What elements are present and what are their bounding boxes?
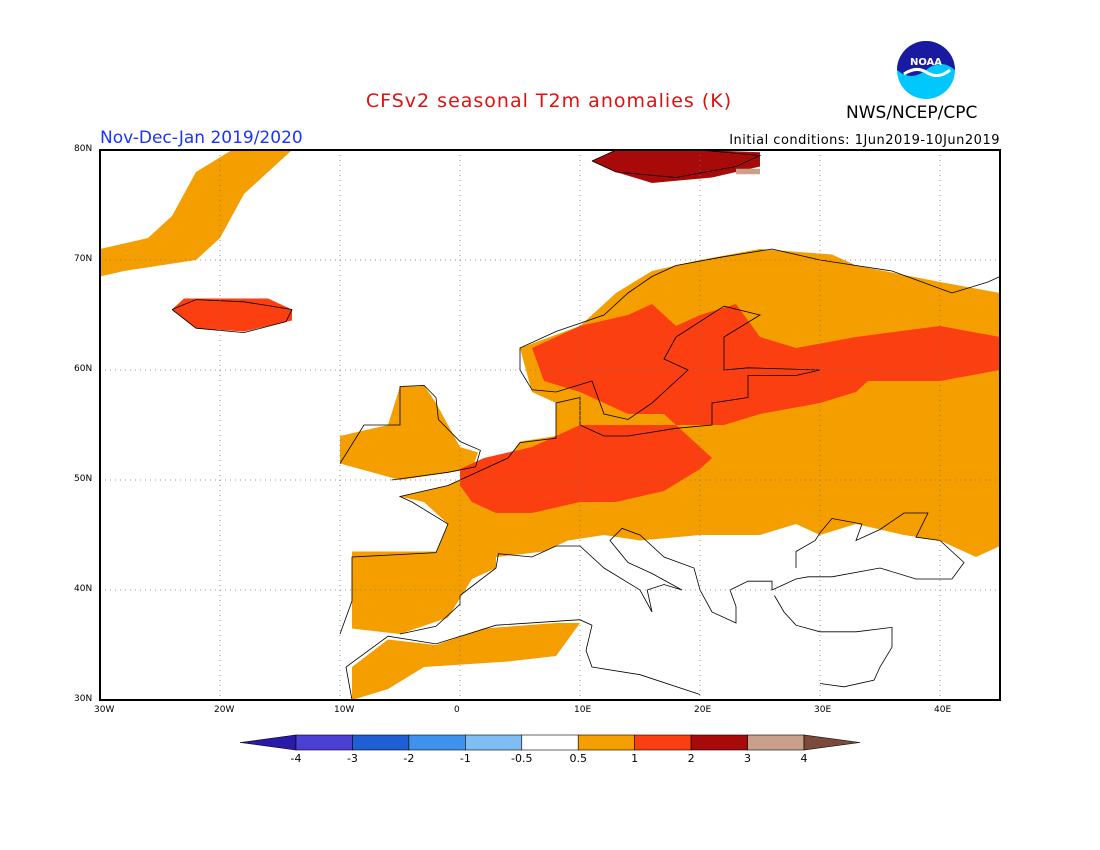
- colorbar-tick-label: 4: [800, 752, 808, 765]
- colorbar-segment: [634, 734, 692, 751]
- noaa-logo-icon: NOAA: [897, 41, 955, 99]
- anomaly-region: [460, 304, 1000, 513]
- lat-tick-label: 50N: [74, 474, 93, 484]
- lat-tick-label: 70N: [74, 254, 93, 264]
- lon-tick-label: 30E: [814, 705, 832, 715]
- colorbar-tick-label: -2: [403, 752, 415, 765]
- graticule-grid: [100, 150, 1000, 700]
- colorbar-tick-label: 1: [631, 752, 639, 765]
- colorbar-tick-label: -3: [346, 752, 358, 765]
- lat-tick-label: 30N: [74, 694, 93, 704]
- lat-tick-label: 40N: [74, 584, 93, 594]
- lon-tick-label: 10W: [334, 705, 355, 715]
- colorbar-tick-label: -4: [290, 752, 302, 765]
- anomaly-region: [736, 168, 760, 175]
- lon-tick-label: 40E: [934, 705, 952, 715]
- anomaly-region: [100, 150, 292, 277]
- colorbar-segment: [577, 734, 635, 751]
- colorbar-segment: [408, 734, 466, 751]
- lat-tick-label: 80N: [74, 144, 93, 154]
- coastline: [171, 299, 293, 334]
- lon-tick-label: 10E: [574, 705, 592, 715]
- agency-label: NWS/NCEP/CPC: [846, 103, 978, 123]
- colorbar-tick-label: 0.5: [569, 752, 587, 765]
- colorbar-tick-label: 3: [744, 752, 752, 765]
- colorbar-segment: [295, 734, 353, 751]
- coastline: [339, 384, 481, 481]
- colorbar-segment: [690, 734, 748, 751]
- coastline-layer: [171, 149, 1001, 701]
- colorbar-min-triangle: [239, 734, 297, 751]
- anomaly-region: [352, 623, 580, 700]
- colorbar-segment: [352, 734, 410, 751]
- map-title: CFSv2 seasonal T2m anomalies (K): [365, 90, 733, 112]
- svg-text:NOAA: NOAA: [910, 57, 942, 68]
- colorbar-max-triangle: [803, 734, 861, 751]
- initial-conditions-label: Initial conditions: 1Jun2019-10Jun2019: [729, 133, 1000, 148]
- season-label: Nov-Dec-Jan 2019/2020: [100, 128, 303, 148]
- colorbar-tick-label: -1: [459, 752, 471, 765]
- lat-tick-label: 60N: [74, 364, 93, 374]
- lon-tick-label: 0: [454, 705, 460, 715]
- anomaly-region: [592, 150, 760, 183]
- colorbar-segment: [521, 734, 579, 751]
- colorbar-tick-label: -0.5: [511, 752, 533, 765]
- colorbar-segment: [465, 734, 523, 751]
- coastline: [339, 248, 1001, 635]
- lon-tick-label: 20E: [694, 705, 712, 715]
- coastline: [774, 595, 893, 688]
- colorbar-tick-label: 2: [687, 752, 695, 765]
- anomaly-region: [340, 385, 478, 480]
- map-frame: [99, 149, 1001, 701]
- coastline: [345, 619, 701, 701]
- lon-tick-label: 30W: [94, 705, 115, 715]
- colorbar-segment: [747, 734, 805, 751]
- lon-tick-label: 20W: [214, 705, 235, 715]
- anomaly-fill-layer: [100, 150, 1000, 700]
- anomaly-region: [172, 298, 292, 332]
